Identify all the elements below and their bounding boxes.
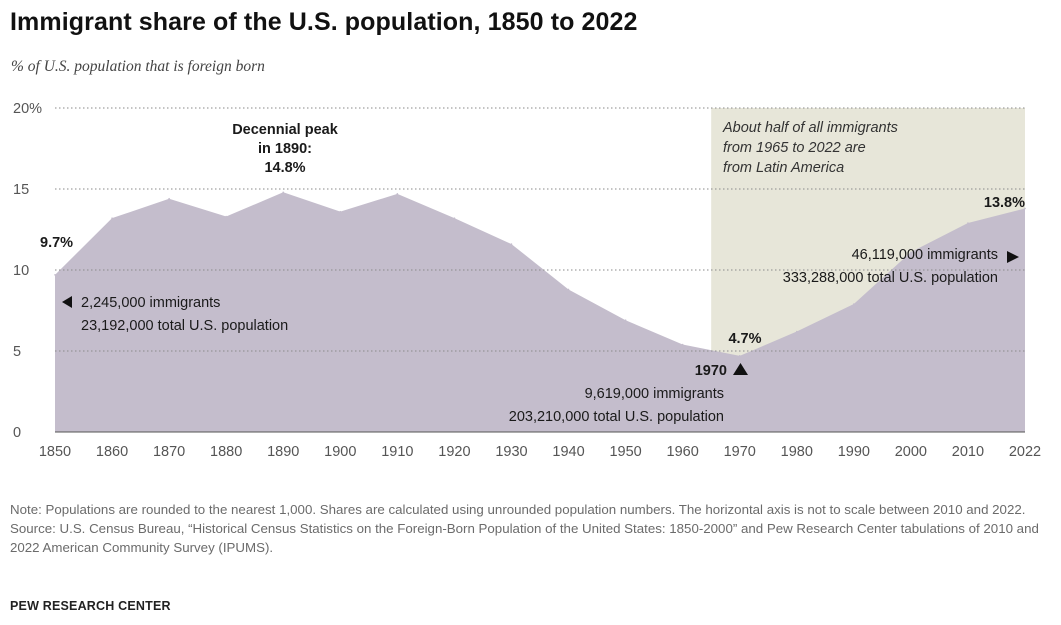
x-tick-label: 1940 <box>552 444 584 460</box>
data-point <box>282 191 285 194</box>
data-point <box>1024 207 1026 210</box>
start-value-label: 9.7% <box>40 235 73 251</box>
shaded-region-label: from 1965 to 2022 are <box>723 140 866 156</box>
x-tick-label: 1870 <box>153 444 185 460</box>
x-tick-label: 2000 <box>895 444 927 460</box>
data-point <box>853 303 855 305</box>
x-tick-label: 1920 <box>438 444 470 460</box>
end-value-label: 13.8% <box>984 195 1025 211</box>
y-tick-label: 5 <box>13 344 21 360</box>
x-tick-label: 1960 <box>667 444 699 460</box>
data-point <box>54 274 56 276</box>
chart-subtitle: % of U.S. population that is foreign bor… <box>11 58 265 75</box>
y-tick-label: 20% <box>13 101 42 117</box>
peak-label: 14.8% <box>264 160 305 176</box>
data-point <box>795 330 798 333</box>
x-tick-label: 1880 <box>210 444 242 460</box>
shaded-region-label: from Latin America <box>723 160 844 176</box>
low-year-label: 1970 <box>695 363 727 379</box>
end-detail-label: 333,288,000 total U.S. population <box>783 270 998 286</box>
low-value-label: 4.7% <box>728 331 761 347</box>
notes: Note: Populations are rounded to the nea… <box>10 500 1055 557</box>
x-tick-label: 1980 <box>781 444 813 460</box>
y-tick-label: 10 <box>13 263 29 279</box>
x-tick-label: 1860 <box>96 444 128 460</box>
start-detail-label: 2,245,000 immigrants <box>81 295 220 311</box>
right-arrow-icon <box>1007 251 1019 263</box>
low-detail-label: 203,210,000 total U.S. population <box>509 409 724 425</box>
x-tick-label: 1910 <box>381 444 413 460</box>
data-point <box>738 355 741 357</box>
x-tick-label: 2022 <box>1009 444 1041 460</box>
y-tick-label: 15 <box>13 182 29 198</box>
data-point <box>624 319 627 322</box>
end-detail-label: 46,119,000 immigrants <box>852 247 998 263</box>
peak-label: Decennial peak <box>232 122 339 138</box>
data-point <box>225 215 227 218</box>
data-point <box>453 217 456 219</box>
note-text: Note: Populations are rounded to the nea… <box>10 502 1026 517</box>
left-arrow-icon <box>62 296 72 308</box>
x-tick-label: 1950 <box>609 444 641 460</box>
chart-title: Immigrant share of the U.S. population, … <box>10 8 638 36</box>
area-series <box>55 192 1025 432</box>
data-point <box>967 222 969 224</box>
brand-logo-text: PEW RESEARCH CENTER <box>10 599 171 613</box>
data-point <box>111 217 113 219</box>
data-point <box>168 197 170 200</box>
low-detail-label: 9,619,000 immigrants <box>585 386 724 402</box>
x-tick-label: 1850 <box>39 444 71 460</box>
data-point <box>681 343 684 346</box>
x-tick-label: 1990 <box>838 444 870 460</box>
data-point <box>510 243 513 245</box>
data-point <box>567 288 570 291</box>
x-tick-label: 1970 <box>724 444 756 460</box>
source-text: Source: U.S. Census Bureau, “Historical … <box>10 521 1039 555</box>
up-arrow-icon <box>733 363 748 375</box>
data-point <box>910 251 912 253</box>
x-tick-label: 2010 <box>952 444 984 460</box>
x-tick-label: 1890 <box>267 444 299 460</box>
peak-label: in 1890: <box>258 141 312 157</box>
area-chart: 0 5 10 15 20% 1850 1860 1870 1880 1890 1900 1910 192… <box>13 101 1041 460</box>
y-tick-label: 0 <box>13 425 21 441</box>
x-tick-label: 1930 <box>495 444 527 460</box>
data-point <box>396 193 399 195</box>
data-point <box>339 210 342 213</box>
x-tick-label: 1900 <box>324 444 356 460</box>
start-detail-label: 23,192,000 total U.S. population <box>81 318 288 334</box>
shaded-region-label: About half of all immigrants <box>722 120 898 136</box>
